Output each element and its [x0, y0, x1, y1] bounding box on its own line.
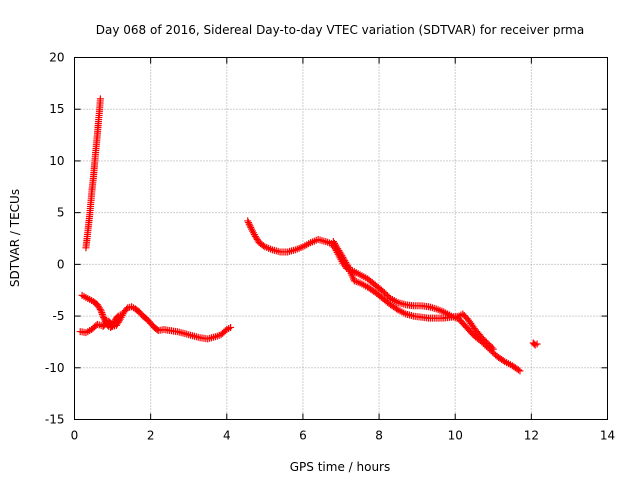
series-arc-2-early-low: [76, 303, 235, 343]
y-tick-label: -5: [53, 309, 65, 323]
y-tick-label: 5: [57, 206, 65, 220]
data-point: [516, 367, 524, 375]
x-tick-label: 10: [448, 429, 463, 443]
x-tick-label: 6: [299, 429, 307, 443]
data-point: [98, 310, 106, 318]
y-axis-label: SDTVAR / TECUs: [8, 189, 22, 287]
data-point: [514, 366, 522, 374]
y-tick-label: -10: [45, 361, 65, 375]
data-point: [227, 323, 235, 331]
y-tick-label: 10: [49, 154, 64, 168]
data-point: [244, 219, 252, 227]
data-point: [245, 220, 253, 228]
y-tick-label: -15: [45, 413, 65, 427]
x-tick-label: 14: [600, 429, 615, 443]
x-tick-label: 8: [375, 429, 383, 443]
series-arc-5-crossing: [329, 238, 497, 353]
x-tick-label: 0: [71, 429, 79, 443]
data-point: [489, 345, 497, 353]
data-point: [116, 311, 124, 319]
series-arc-4-afternoon: [244, 217, 524, 375]
plot-frame: [74, 57, 608, 420]
x-tick-label: 2: [147, 429, 155, 443]
data-point: [344, 262, 352, 270]
y-tick-label: 15: [49, 102, 64, 116]
data-point: [98, 309, 106, 317]
y-tick-label: 20: [49, 51, 64, 65]
data-point: [488, 344, 496, 352]
data-point: [96, 95, 104, 103]
y-tick-label: 0: [57, 257, 65, 271]
data-point: [533, 340, 541, 348]
data-point: [96, 305, 104, 313]
x-tick-label: 12: [524, 429, 539, 443]
chart-title: Day 068 of 2016, Sidereal Day-to-day VTE…: [96, 23, 584, 37]
data-point: [246, 222, 254, 230]
data-point: [247, 224, 255, 232]
x-axis-label: GPS time / hours: [290, 460, 391, 474]
series-arc-6-late-point: [529, 339, 541, 349]
data-point: [97, 307, 105, 315]
series-arc-1-steep-rise: [82, 95, 104, 252]
data-points: [76, 95, 541, 375]
x-tick-label: 4: [223, 429, 231, 443]
grid: [74, 57, 608, 420]
axis-ticks: 0 2 4 6 8 10 12 14 -15 -10 -5 0 5 10 15 20: [45, 51, 615, 443]
series-arc-3-early-dip: [78, 291, 124, 331]
data-point: [244, 217, 252, 225]
